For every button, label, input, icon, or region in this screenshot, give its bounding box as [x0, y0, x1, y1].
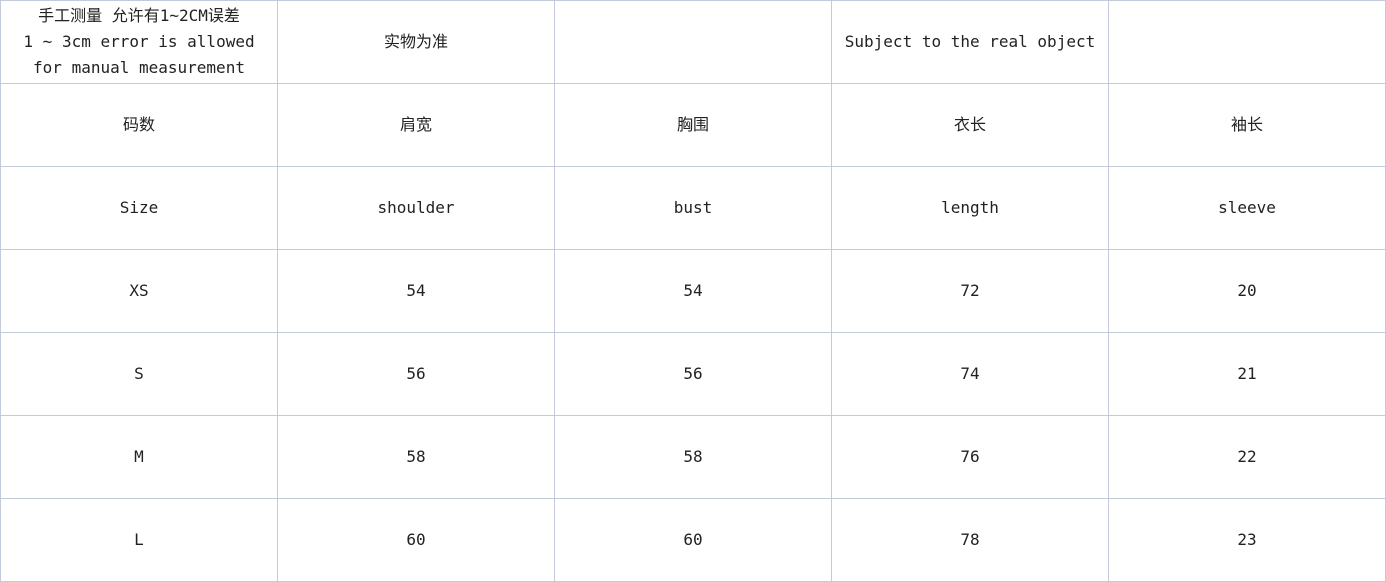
column-header: sleeve	[1108, 166, 1386, 250]
table-cell: 76	[831, 415, 1109, 499]
column-header: length	[831, 166, 1109, 250]
table-cell: 56	[554, 332, 832, 416]
header-cell: Subject to the real object	[831, 0, 1109, 84]
size-cell: XS	[0, 249, 278, 333]
table-cell: 60	[277, 498, 555, 582]
table-cell: 58	[277, 415, 555, 499]
table-cell: 23	[1108, 498, 1386, 582]
table-row: S 56 56 74 21	[0, 332, 1386, 416]
note-line-en-1: 1 ~ 3cm error is allowed	[23, 32, 255, 51]
column-header: 码数	[0, 83, 278, 167]
table-cell: 74	[831, 332, 1109, 416]
note-line-cn: 手工测量 允许有1~2CM误差	[38, 6, 240, 25]
table-cell: 60	[554, 498, 832, 582]
table-cell: 22	[1108, 415, 1386, 499]
column-header: 衣长	[831, 83, 1109, 167]
table-row: L 60 60 78 23	[0, 498, 1386, 582]
table-cell: 20	[1108, 249, 1386, 333]
header-row: 手工测量 允许有1~2CM误差 1 ~ 3cm error is allowed…	[0, 0, 1386, 84]
header-cell	[554, 0, 832, 84]
column-header-row-cn: 码数 肩宽 胸围 衣长 袖长	[0, 83, 1386, 167]
table-cell: 78	[831, 498, 1109, 582]
column-header: Size	[0, 166, 278, 250]
column-header: 胸围	[554, 83, 832, 167]
table-row: M 58 58 76 22	[0, 415, 1386, 499]
column-header: 袖长	[1108, 83, 1386, 167]
note-line-en-2: for manual measurement	[33, 58, 245, 77]
header-cell: 实物为准	[277, 0, 555, 84]
table-cell: 54	[277, 249, 555, 333]
table-cell: 54	[554, 249, 832, 333]
column-header: shoulder	[277, 166, 555, 250]
table-row: XS 54 54 72 20	[0, 249, 1386, 333]
table-cell: 58	[554, 415, 832, 499]
size-cell: S	[0, 332, 278, 416]
header-cell	[1108, 0, 1386, 84]
column-header-row-en: Size shoulder bust length sleeve	[0, 166, 1386, 250]
column-header: 肩宽	[277, 83, 555, 167]
size-cell: M	[0, 415, 278, 499]
table-cell: 72	[831, 249, 1109, 333]
size-cell: L	[0, 498, 278, 582]
measurement-note-cell: 手工测量 允许有1~2CM误差 1 ~ 3cm error is allowed…	[0, 0, 278, 84]
table-cell: 56	[277, 332, 555, 416]
table-cell: 21	[1108, 332, 1386, 416]
column-header: bust	[554, 166, 832, 250]
